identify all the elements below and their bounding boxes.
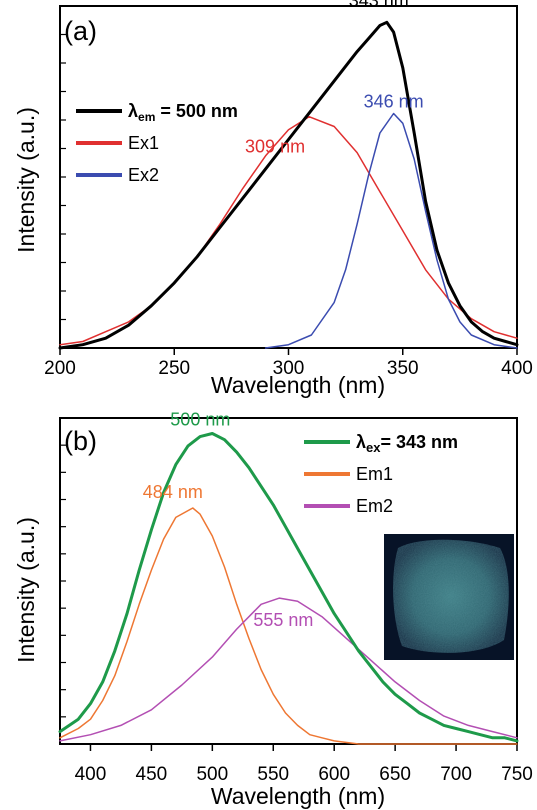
y-ticks-b [60, 444, 66, 718]
legend-rest-a-0: = 500 nm [155, 101, 238, 121]
x-axis-title-b: Wavelength (nm) [211, 783, 385, 809]
x-tick-label-a-1: 250 [158, 358, 190, 379]
x-ticks-a: 200 250 300 350 400 [44, 348, 533, 379]
inset-photo [384, 534, 514, 660]
legend-symbol-b-0: λ [356, 432, 366, 452]
series-line-a-2 [264, 112, 518, 349]
y-ticks-a [60, 33, 66, 321]
peak-annotation-b-1: 484 nm [143, 482, 203, 502]
panel-label-b: (b) [64, 426, 97, 456]
annotations-b: 500 nm 484 nm 555 nm [143, 410, 314, 631]
x-tick-label-a-3: 350 [387, 358, 419, 379]
x-tick-label-b-6: 700 [440, 764, 472, 785]
x-tick-label-b-0: 400 [75, 764, 107, 785]
legend-subscript-b-0: ex [366, 440, 381, 455]
x-tick-label-b-3: 550 [257, 764, 289, 785]
legend-label-b-0: λex= 343 nm [356, 432, 458, 455]
x-tick-label-a-4: 400 [501, 358, 533, 379]
peak-annotation-a-1: 346 nm [364, 91, 424, 111]
series-line-a-1 [59, 115, 518, 346]
legend-symbol-a-0: λ [128, 101, 138, 121]
series-line-b-0 [58, 432, 519, 743]
x-tick-label-b-4: 600 [318, 764, 350, 785]
legend-a: λem = 500 nm Ex1 Ex2 [76, 101, 238, 185]
panel-a: 200 250 300 350 400 343 nm 346 nm 309 nm (a) W… [13, 0, 533, 398]
series-line-b-1 [59, 507, 518, 745]
legend-b: λex= 343 nm Em1 Em2 [304, 432, 458, 516]
peak-annotation-b-2: 555 nm [253, 610, 313, 630]
plot-lines-a [58, 20, 519, 350]
series-line-b-2 [59, 597, 518, 742]
inset-photo-texture [393, 539, 509, 653]
plot-lines-b [58, 432, 519, 745]
x-tick-label-b-1: 450 [136, 764, 168, 785]
x-ticks-b: 400 450 500 550 600 650 700 750 [75, 744, 533, 785]
peak-annotation-b-0: 500 nm [170, 410, 230, 430]
peak-annotation-a-2: 309 nm [245, 137, 305, 157]
legend-label-b-2: Em2 [356, 496, 393, 516]
panel-label-a: (a) [64, 16, 97, 46]
annotations-a: 343 nm 346 nm 309 nm [245, 0, 424, 157]
x-tick-label-b-7: 750 [501, 764, 533, 785]
panel-b: 400 450 500 550 600 650 700 750 500 nm 484 nm 555… [13, 410, 533, 809]
legend-label-a-2: Ex2 [128, 165, 159, 185]
legend-label-a-0: λem = 500 nm [128, 101, 238, 124]
series-line-a-0 [58, 20, 519, 350]
x-tick-label-a-0: 200 [44, 358, 76, 379]
y-axis-title-a: Intensity (a.u.) [13, 107, 39, 253]
peak-annotation-a-0: 343 nm [349, 0, 409, 10]
legend-label-a-1: Ex1 [128, 133, 159, 153]
legend-label-b-1: Em1 [356, 464, 393, 484]
x-tick-label-b-5: 650 [379, 764, 411, 785]
y-axis-title-b: Intensity (a.u.) [13, 517, 39, 663]
legend-subscript-a-0: em [138, 110, 155, 124]
x-tick-label-a-2: 300 [273, 358, 305, 379]
legend-rest-b-0: = 343 nm [380, 432, 458, 452]
x-axis-title-a: Wavelength (nm) [211, 372, 385, 398]
x-tick-label-b-2: 500 [196, 764, 228, 785]
